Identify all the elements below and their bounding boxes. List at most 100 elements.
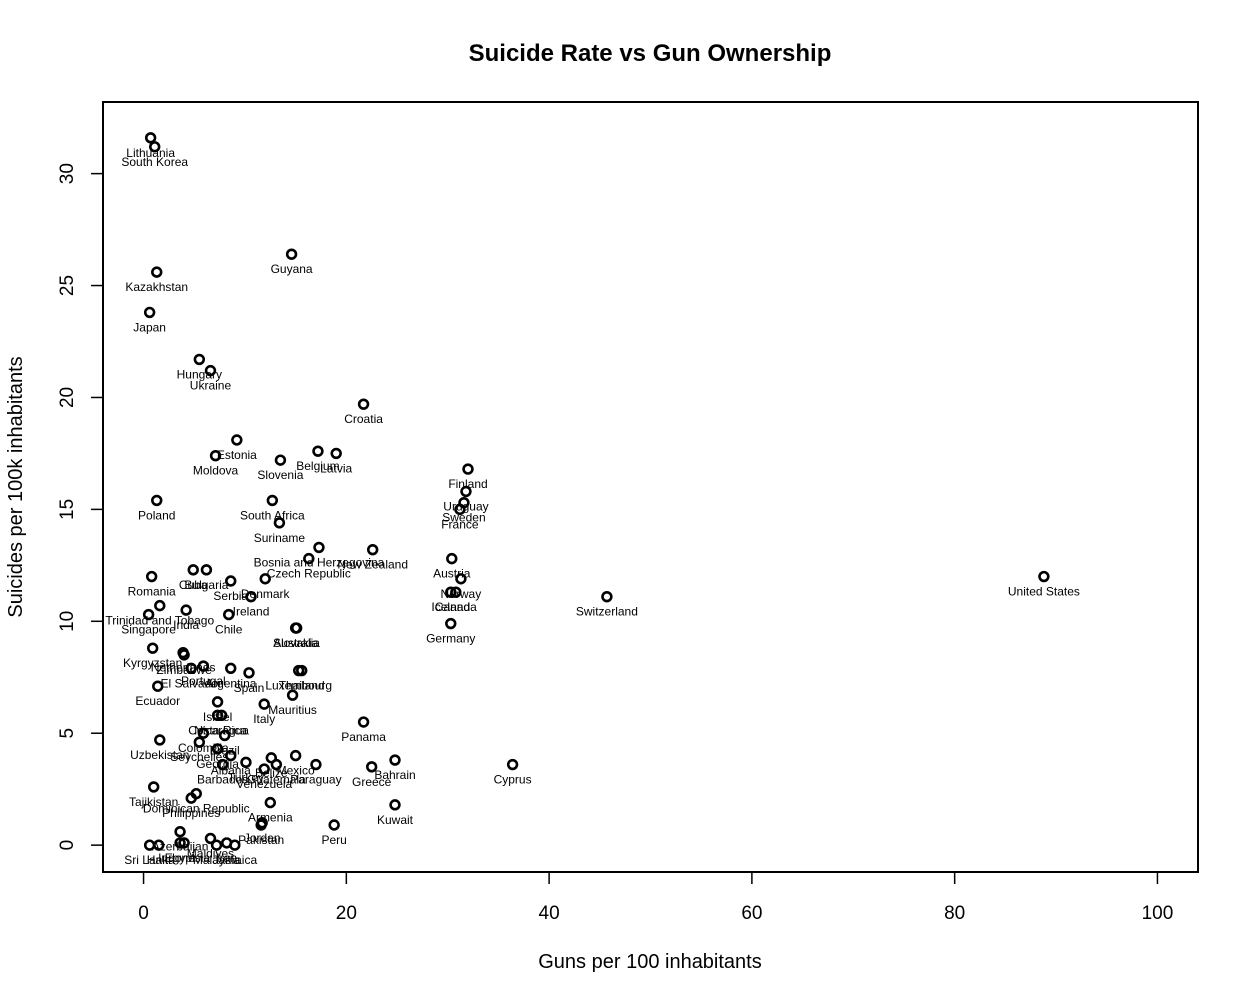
data-point [240,756,252,769]
data-point [303,552,315,565]
point-label: Cuba [179,578,208,592]
x-axis-label: Guns per 100 inhabitants [538,951,762,973]
x-axis: 0 20 40 60 80 100 [138,871,1174,924]
point-label: Singapore [121,623,176,637]
data-point [266,494,279,507]
point-label: Bahrain [374,768,415,782]
x-tick-label: 40 [539,903,560,924]
point-label: Finland [448,477,487,491]
y-tick-label: 0 [57,840,78,851]
data-point [454,503,466,516]
data-point [197,660,210,672]
y-tick-label: 25 [57,275,78,296]
data-point [225,662,237,675]
data-point [274,454,287,466]
point-label: El Salvador [161,676,222,690]
data-point [446,552,458,565]
point-label: Sri Lanka [124,853,175,867]
data-point [193,353,206,366]
data-point [285,248,298,260]
y-axis: 0 5 10 15 20 25 30 [57,163,104,851]
point-label: Panama [341,730,386,744]
x-tick-label: 0 [138,903,149,924]
point-label: Estonia [217,448,257,462]
point-label: France [441,517,479,531]
point-label: Latvia [320,461,352,475]
point-label: Israel [203,710,232,724]
data-point [366,543,379,556]
point-label: Uzbekistan [130,748,189,762]
data-point [216,758,229,771]
point-label: Peru [321,833,346,847]
data-point [310,758,322,771]
point-label: Haiti [147,853,171,867]
data-point [264,796,276,809]
data-point [296,664,308,677]
point-label: Japan [133,320,166,334]
point-label: Austria [433,567,471,581]
point-label: Seychelles [170,750,228,764]
point-label: Ecuador [135,694,180,708]
data-point [601,590,613,603]
data-point [312,445,324,457]
point-label: Chile [215,623,243,637]
point-label: Germany [426,632,475,646]
data-point [313,541,325,554]
point-label: Colombia [178,741,229,755]
point-label: South Korea [121,155,188,169]
data-point [245,590,257,603]
data-point [286,689,299,701]
data-point [185,792,197,804]
data-point [330,447,342,460]
point-label: Armenia [248,811,293,825]
data-point [193,736,206,748]
data-point [204,364,217,377]
point-label: Netherlands [151,661,216,675]
point-label: Philippines [162,806,220,820]
point-label: Thailand [279,679,325,693]
data-point [389,754,401,766]
data-point [152,680,164,692]
point-label: Canada [435,600,477,614]
data-point [258,698,270,710]
data-point [258,763,270,775]
point-label: Egypt [165,851,196,865]
point-label: Argentina [205,676,257,690]
point-label: Switzerland [576,605,638,619]
point-label: India [173,618,199,632]
data-point [154,734,166,746]
data-point [289,749,302,762]
point-label: Azerbaijan [152,840,209,854]
data-point [357,398,370,410]
point-label: Tajikistan [129,795,178,809]
point-label: Guyana [271,262,313,276]
point-label: Mauritius [268,703,317,717]
point-label: Poland [138,508,175,522]
point-label: Trinidad and Tobago [105,614,214,628]
y-axis-label: Suicides per 100k inhabitants [5,356,27,617]
data-point [223,608,235,621]
data-point [204,832,217,845]
point-label: Bosnia and Herzegovina [254,555,385,569]
point-label: Cyprus [494,773,532,787]
x-tick-label: 100 [1142,903,1174,924]
point-label: Portugal [181,674,226,688]
point-label: Czech Republic [267,567,351,581]
data-point [259,573,271,585]
point-label: Indonesia [158,851,210,865]
point-label: Belgium [296,459,339,473]
point-label: South Africa [240,508,305,522]
y-tick-label: 15 [57,499,78,520]
point-label: Greece [352,775,392,789]
data-point [185,662,197,675]
point-label: Ireland [233,605,270,619]
point-label: Costa Rica [188,723,247,737]
point-label: Brazil [210,743,240,757]
point-label: Denmark [241,587,291,601]
data-point [445,617,457,630]
data-point [328,819,340,831]
data-point [270,758,283,771]
data-point [178,649,190,661]
data-point [365,761,378,773]
data-point [211,709,224,722]
